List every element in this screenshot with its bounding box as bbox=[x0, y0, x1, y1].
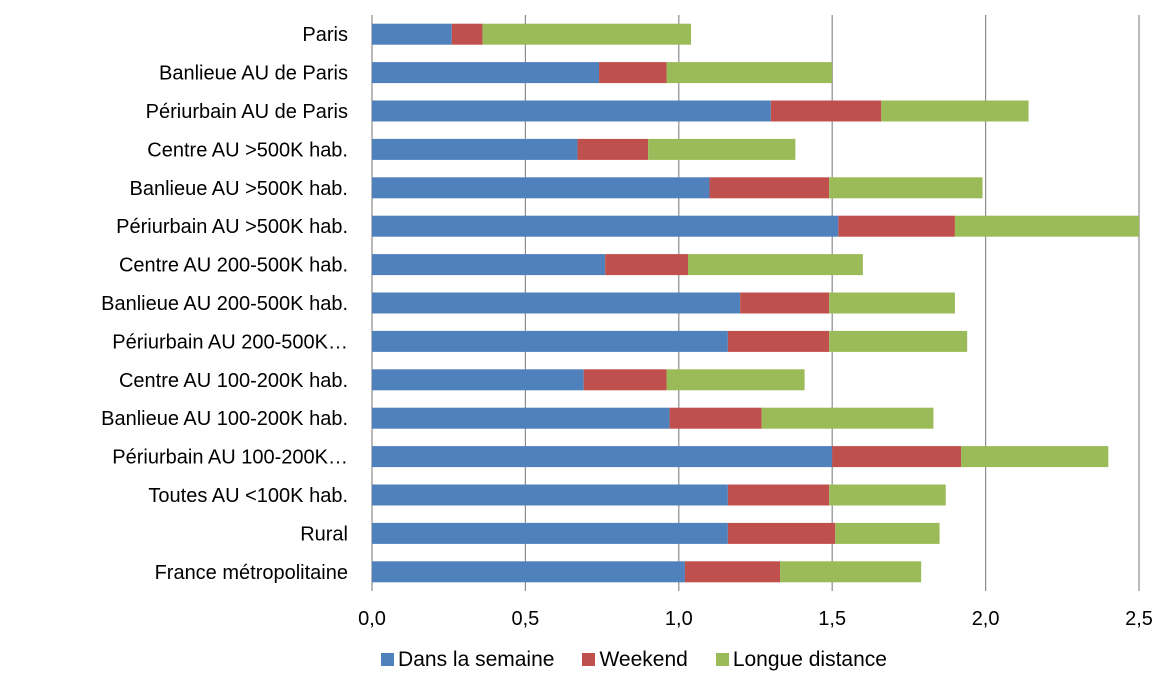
bars bbox=[372, 23, 1139, 583]
bar-weekend bbox=[727, 522, 836, 544]
category-label: Centre AU >500K hab. bbox=[147, 139, 348, 161]
legend: Dans la semaine Weekend Longue distance bbox=[0, 646, 1158, 673]
bar-dans-la-semaine bbox=[372, 446, 833, 468]
bar-weekend bbox=[770, 100, 882, 122]
bar-longue-distance bbox=[835, 522, 940, 544]
category-label: Banlieue AU 100-200K hab. bbox=[101, 408, 348, 430]
bar-longue-distance bbox=[829, 330, 968, 352]
bar-weekend bbox=[605, 254, 689, 276]
x-tick-label: 1,0 bbox=[665, 608, 693, 630]
x-tick-label: 0,0 bbox=[358, 608, 386, 630]
bar-longue-distance bbox=[482, 23, 692, 45]
stacked-bar-chart: Paris Banlieue AU de Paris Périurbain AU d… bbox=[101, 15, 1153, 630]
bar-weekend bbox=[684, 561, 781, 583]
category-label: Périurbain AU 200-500K… bbox=[112, 331, 348, 353]
bar-longue-distance bbox=[829, 484, 946, 506]
bar-dans-la-semaine bbox=[372, 177, 710, 199]
bar-longue-distance bbox=[881, 100, 1029, 122]
legend-item: Weekend bbox=[582, 647, 688, 672]
bar-dans-la-semaine bbox=[372, 215, 839, 237]
bar-dans-la-semaine bbox=[372, 484, 728, 506]
bar-dans-la-semaine bbox=[372, 254, 606, 276]
bar-dans-la-semaine bbox=[372, 62, 600, 84]
bar-longue-distance bbox=[761, 407, 934, 429]
bar-weekend bbox=[740, 292, 830, 314]
bar-longue-distance bbox=[688, 254, 863, 276]
category-label: Périurbain AU de Paris bbox=[146, 101, 348, 123]
bar-weekend bbox=[838, 215, 955, 237]
category-label: France métropolitaine bbox=[155, 562, 348, 584]
category-label: Centre AU 200-500K hab. bbox=[119, 255, 348, 277]
bar-longue-distance bbox=[829, 292, 955, 314]
bar-dans-la-semaine bbox=[372, 522, 728, 544]
bar-weekend bbox=[709, 177, 830, 199]
legend-item: Dans la semaine bbox=[381, 648, 554, 672]
bar-weekend bbox=[727, 484, 830, 506]
category-label: Banlieue AU 200-500K hab. bbox=[101, 293, 348, 315]
legend-swatch bbox=[582, 653, 596, 666]
bar-dans-la-semaine bbox=[372, 292, 741, 314]
bar-longue-distance bbox=[780, 561, 922, 583]
legend-swatch bbox=[381, 653, 395, 666]
legend-label: Longue distance bbox=[732, 647, 887, 671]
category-label: Périurbain AU >500K hab. bbox=[116, 216, 348, 238]
bar-weekend bbox=[727, 330, 830, 352]
category-label: Périurbain AU 100-200K… bbox=[112, 447, 348, 469]
bar-weekend bbox=[583, 369, 667, 391]
bar-weekend bbox=[669, 407, 762, 429]
bar-longue-distance bbox=[666, 62, 833, 84]
category-label: Toutes AU <100K hab. bbox=[148, 485, 348, 507]
legend-label: Dans la semaine bbox=[398, 647, 555, 671]
bar-longue-distance bbox=[961, 446, 1109, 468]
legend-swatch bbox=[715, 653, 729, 666]
bar-longue-distance bbox=[648, 138, 796, 160]
legend-label: Weekend bbox=[599, 647, 688, 671]
category-label: Rural bbox=[300, 523, 348, 545]
bar-weekend bbox=[599, 62, 667, 84]
category-label: Banlieue AU de Paris bbox=[159, 63, 348, 85]
bar-dans-la-semaine bbox=[372, 23, 452, 45]
x-tick-label: 2,5 bbox=[1125, 608, 1153, 630]
category-label: Centre AU 100-200K hab. bbox=[119, 370, 348, 392]
bar-dans-la-semaine bbox=[372, 369, 584, 391]
bar-dans-la-semaine bbox=[372, 138, 578, 160]
x-tick-label: 1,5 bbox=[818, 608, 846, 630]
bar-dans-la-semaine bbox=[372, 407, 670, 429]
bar-weekend bbox=[832, 446, 962, 468]
bar-longue-distance bbox=[954, 215, 1139, 237]
x-tick-label: 0,5 bbox=[511, 608, 539, 630]
bar-weekend bbox=[577, 138, 649, 160]
bar-longue-distance bbox=[829, 177, 983, 199]
category-labels: Paris Banlieue AU de Paris Périurbain AU d… bbox=[101, 24, 348, 584]
legend-item: Longue distance bbox=[715, 647, 887, 672]
bar-dans-la-semaine bbox=[372, 100, 771, 122]
x-tick-label: 2,0 bbox=[972, 608, 1000, 630]
bar-dans-la-semaine bbox=[372, 561, 685, 583]
x-tick-labels: 0,0 0,5 1,0 1,5 2,0 2,5 bbox=[358, 608, 1153, 630]
bar-weekend bbox=[451, 23, 483, 45]
bar-longue-distance bbox=[666, 369, 805, 391]
category-label: Banlieue AU >500K hab. bbox=[129, 178, 348, 200]
category-label: Paris bbox=[302, 24, 348, 46]
bar-dans-la-semaine bbox=[372, 330, 728, 352]
